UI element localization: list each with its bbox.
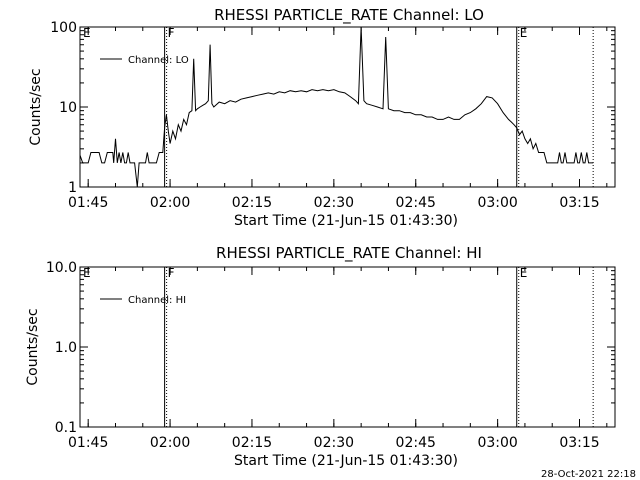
x-tick-label: 01:45 (68, 435, 108, 451)
footer-timestamp: 28-Oct-2021 22:18 (541, 469, 636, 480)
chart-title: RHESSI PARTICLE_RATE Channel: HI (216, 244, 482, 263)
x-tick-label: 03:00 (477, 435, 517, 451)
y-axis-label: Counts/sec (25, 308, 41, 385)
legend-entry: Channel: HI (128, 295, 186, 306)
x-tick-label: 02:00 (150, 195, 190, 211)
marker-label: E (520, 26, 528, 40)
x-tick-label: 02:15 (232, 435, 272, 451)
x-tick-label: 02:30 (314, 195, 354, 211)
marker-label: E (83, 266, 91, 280)
marker-label: F (168, 266, 175, 280)
x-tick-label: 02:45 (396, 435, 436, 451)
y-tick-label: 0.1 (55, 420, 77, 436)
x-tick-label: 02:45 (396, 195, 436, 211)
y-tick-label: 1.0 (55, 340, 77, 356)
x-tick-label: 03:00 (477, 195, 517, 211)
x-tick-label: 01:45 (68, 195, 108, 211)
y-tick-label: 1 (68, 180, 77, 196)
x-tick-label: 02:00 (150, 435, 190, 451)
y-tick-label: 10.0 (46, 260, 77, 276)
marker-label: E (83, 26, 91, 40)
y-axis-label: Counts/sec (28, 68, 44, 145)
x-tick-label: 02:30 (314, 435, 354, 451)
x-axis-label: Start Time (21-Jun-15 01:43:30) (234, 213, 458, 229)
legend-entry: Channel: LO (128, 55, 189, 66)
chart-title: RHESSI PARTICLE_RATE Channel: LO (214, 6, 484, 25)
x-tick-label: 03:15 (559, 435, 599, 451)
plot-frame (79, 266, 616, 428)
hi-channel-panel: RHESSI PARTICLE_RATE Channel: HI Start T… (25, 244, 616, 469)
plot-frame (79, 26, 616, 188)
y-tick-label: 100 (50, 20, 77, 36)
lo-channel-panel: RHESSI PARTICLE_RATE Channel: LO Start T… (28, 6, 616, 229)
y-tick-label: 10 (59, 100, 77, 116)
x-tick-label: 02:15 (232, 195, 272, 211)
x-axis-label: Start Time (21-Jun-15 01:43:30) (234, 453, 458, 469)
marker-label: E (520, 266, 528, 280)
series-line (79, 26, 594, 188)
x-tick-label: 03:15 (559, 195, 599, 211)
marker-label: F (168, 26, 175, 40)
